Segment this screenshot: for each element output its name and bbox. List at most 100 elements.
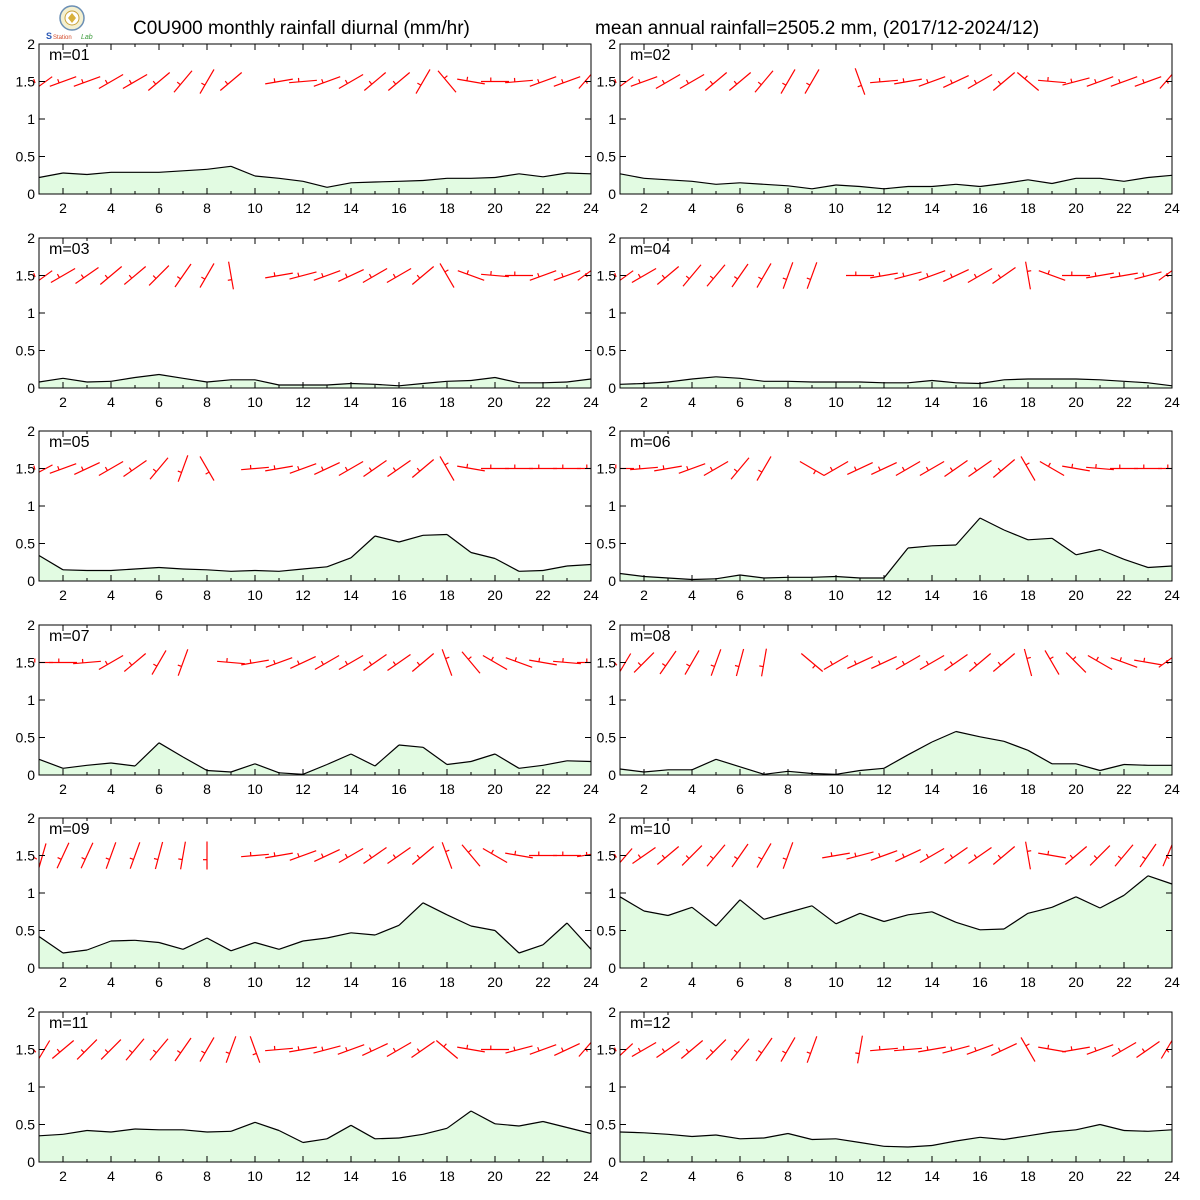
wind-barb-shaft	[846, 851, 874, 860]
rainfall-line-segment	[883, 754, 909, 769]
wind-barb	[199, 69, 215, 94]
wind-barb-tick	[445, 849, 450, 853]
wind-barb-shaft	[457, 1046, 485, 1053]
wind-barb	[241, 851, 269, 858]
wind-barb	[728, 72, 752, 91]
x-tick-label: 20	[487, 781, 503, 797]
y-tick-label: 1	[27, 692, 35, 708]
wind-barb	[614, 270, 634, 281]
x-tick-label: 14	[343, 200, 359, 216]
wind-barb-shaft	[289, 850, 317, 861]
x-tick-label: 24	[1164, 394, 1180, 410]
rainfall-line	[38, 373, 592, 387]
wind-barb-shaft	[199, 456, 215, 481]
chart-panel-9: 00.511.522 4 6 8 10 12 14 16 18 20 22 24m=09	[16, 810, 599, 990]
wind-barb-shaft	[1111, 1041, 1137, 1058]
wind-barb-tick	[296, 660, 300, 665]
wind-barb-shaft	[337, 1044, 365, 1055]
wind-barb	[314, 849, 340, 862]
y-tick-label: 0	[27, 573, 35, 589]
wind-barb	[314, 654, 340, 671]
x-tick-label: 6	[155, 394, 163, 410]
rainfall-line-segment	[907, 1144, 933, 1148]
rainfall-line-segment	[422, 533, 448, 536]
x-tick-label: 6	[736, 200, 744, 216]
station-logo-icon: S Station Lab	[46, 5, 93, 41]
wind-barb-shaft	[681, 845, 703, 866]
rainfall-line-segment	[643, 910, 669, 917]
wind-barb	[918, 76, 946, 87]
wind-barb-tick	[445, 656, 450, 660]
wind-barb-shaft	[619, 848, 633, 863]
wind-barb-tick	[273, 852, 276, 857]
rainfall-line-segment	[619, 572, 645, 578]
y-tick-label: 0.5	[16, 923, 36, 939]
rainfall-line-segment	[110, 376, 136, 382]
wind-barb	[505, 271, 533, 277]
wind-barb	[415, 69, 431, 94]
rainfall-line-segment	[158, 170, 184, 173]
wind-barb-shaft	[756, 263, 772, 288]
wind-barb-shaft	[386, 1041, 412, 1058]
wind-barb-shaft	[314, 654, 340, 671]
rainfall-line-segment	[859, 912, 885, 923]
x-tick-label: 4	[107, 200, 115, 216]
wind-barb	[49, 76, 77, 87]
wind-barb	[656, 846, 680, 865]
x-tick-label: 16	[972, 781, 988, 797]
wind-barb	[1134, 464, 1162, 470]
wind-barb-tick	[829, 466, 833, 471]
wind-barb-shaft	[387, 654, 411, 671]
wind-barb-shaft	[822, 852, 850, 859]
rainfall-line-segment	[931, 1140, 957, 1147]
rainfall-line-segment	[302, 180, 328, 188]
wind-barb	[631, 1041, 657, 1058]
wind-barb	[289, 463, 317, 474]
wind-barb-tick	[1049, 656, 1054, 660]
wind-barb-tick	[685, 855, 690, 859]
wind-barb	[553, 464, 581, 470]
wind-barb	[659, 650, 677, 675]
rainfall-line-segment	[326, 753, 352, 766]
wind-barb-shaft	[870, 850, 898, 861]
wind-barb-tick	[638, 78, 641, 84]
wind-barb-shaft	[314, 462, 340, 475]
wind-barb-shaft	[289, 1046, 317, 1053]
x-tick-label: 12	[876, 974, 892, 990]
wind-barb	[754, 70, 774, 93]
rainfall-line-segment	[835, 912, 861, 925]
x-tick-label: 18	[1020, 200, 1036, 216]
x-tick-label: 20	[1068, 1168, 1084, 1184]
wind-barb-shaft	[1086, 76, 1114, 87]
wind-barb-tick	[368, 467, 373, 472]
x-tick-label: 20	[1068, 200, 1084, 216]
rainfall-line-segment	[230, 1121, 256, 1132]
wind-barb-tick	[782, 277, 787, 280]
wind-barb-shaft	[894, 271, 922, 280]
wind-barb	[1020, 1037, 1036, 1062]
wind-barb-tick	[344, 79, 348, 84]
wind-barb-shaft	[578, 74, 592, 89]
wind-barb-shaft	[754, 70, 774, 93]
wind-barb-shaft	[847, 656, 873, 669]
wind-barb	[411, 459, 435, 478]
wind-barb	[706, 844, 726, 867]
wind-barb-shaft	[1134, 76, 1162, 87]
wind-barb-tick	[33, 856, 38, 860]
wind-barb	[265, 657, 293, 668]
wind-barb-shaft	[100, 1039, 122, 1060]
rainfall-line-segment	[38, 758, 64, 769]
wind-barb	[265, 78, 293, 85]
wind-barb-shaft	[439, 456, 455, 481]
wind-barb-shaft	[362, 267, 388, 284]
y-tick-label: 1	[608, 111, 616, 127]
x-tick-label: 24	[1164, 1168, 1180, 1184]
rainfall-line-segment	[931, 379, 957, 384]
x-tick-label: 8	[784, 394, 792, 410]
wind-barb-tick	[685, 79, 689, 84]
wind-barb	[1136, 1041, 1160, 1058]
wind-barb	[1023, 648, 1033, 677]
wind-barb	[679, 73, 705, 90]
wind-barb-shaft	[1023, 648, 1033, 677]
wind-barb	[411, 1041, 435, 1058]
